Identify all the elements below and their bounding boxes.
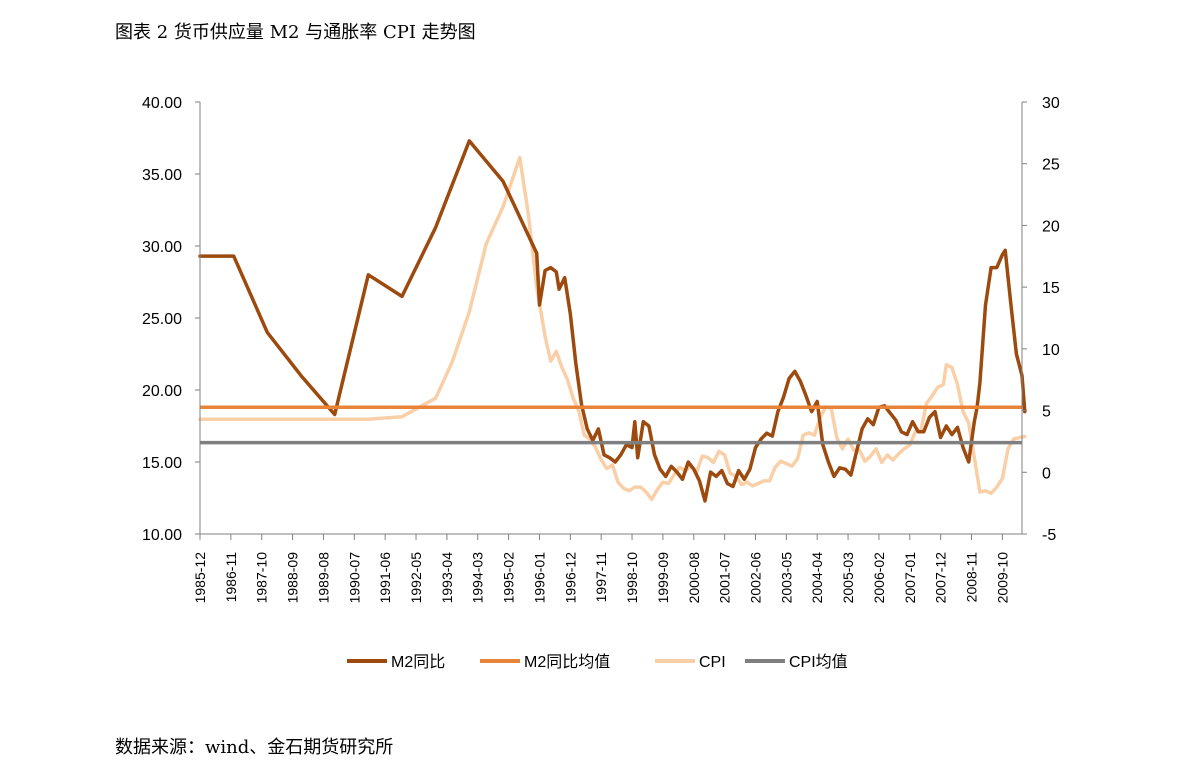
legend-label: CPI均值 — [789, 653, 848, 671]
x-tick-label: 2009-10 — [994, 552, 1010, 604]
legend-label: CPI — [699, 654, 726, 671]
x-tick-label: 1995-02 — [501, 552, 517, 604]
y-right-tick-label: 0 — [1042, 465, 1051, 482]
figure-title: 图表 2 货币供应量 M2 与通胀率 CPI 走势图 — [115, 22, 476, 43]
legend-label: M2同比均值 — [524, 653, 610, 671]
x-tick-label: 2007-01 — [902, 552, 918, 604]
axes: 40.00 35.00 30.00 25.00 20.00 15.00 10.00 30 25 2… — [142, 95, 1060, 603]
x-tick-label: 1990-07 — [346, 552, 362, 604]
legend-label: M2同比 — [391, 653, 445, 671]
x-tick-label: 2000-08 — [686, 552, 702, 604]
y-right-tick-label: 30 — [1042, 95, 1060, 112]
x-tick-label: 2007-12 — [933, 552, 949, 604]
x-tick-label: 1985-12 — [192, 552, 208, 604]
x-tick-label: 1997-11 — [593, 552, 609, 603]
x-tick-label: 1994-03 — [470, 552, 486, 604]
x-tick-label: 1993-04 — [439, 552, 455, 604]
y-left-tick-label: 25.00 — [142, 311, 182, 328]
x-tick-label: 2003-05 — [778, 552, 794, 604]
x-tick-label: 2006-02 — [871, 552, 887, 604]
x-tick-label: 2004-04 — [809, 552, 825, 604]
x-tick-label: 2005-03 — [840, 552, 856, 604]
x-tick-label: 2002-06 — [747, 552, 763, 604]
y-left-tick-label: 40.00 — [142, 95, 182, 112]
x-tick-label: 1992-05 — [408, 552, 424, 604]
cpi-series-line — [198, 155, 1027, 502]
x-tick-label: 1986-11 — [223, 552, 239, 603]
y-left-tick-label: 30.00 — [142, 239, 182, 256]
x-tick-label: 1991-06 — [377, 552, 393, 604]
y-right-tick-label: 25 — [1042, 157, 1060, 174]
x-tick-label: 2008-11 — [964, 552, 980, 603]
x-tick-label: 1987-10 — [254, 552, 270, 604]
y-left-tick-label: 15.00 — [142, 455, 182, 472]
plot-lines — [198, 139, 1027, 503]
legend: M2同比 M2同比均值 CPI CPI均值 — [347, 653, 848, 671]
x-tick-label: 1996-12 — [562, 552, 578, 604]
x-tick-label: 1999-09 — [655, 552, 671, 604]
x-tick-label: 1998-10 — [624, 552, 640, 604]
y-left-tick-label: 35.00 — [142, 167, 182, 184]
m2-series-line — [198, 139, 1027, 503]
y-left-tick-label: 10.00 — [142, 527, 182, 544]
x-tick-label: 2001-07 — [717, 552, 733, 604]
y-left-tick-label: 20.00 — [142, 383, 182, 400]
y-right-tick-label: 15 — [1042, 280, 1060, 297]
x-tick-label: 1988-09 — [285, 552, 301, 604]
y-right-tick-label: 20 — [1042, 218, 1060, 235]
y-right-tick-label: 10 — [1042, 342, 1060, 359]
y-right-tick-label: -5 — [1042, 527, 1056, 544]
x-tick-label: 1996-01 — [531, 552, 547, 604]
x-tick-label: 1989-08 — [315, 552, 331, 604]
figure-source: 数据来源：wind、金石期货研究所 — [115, 737, 394, 758]
y-right-tick-label: 5 — [1042, 404, 1051, 421]
